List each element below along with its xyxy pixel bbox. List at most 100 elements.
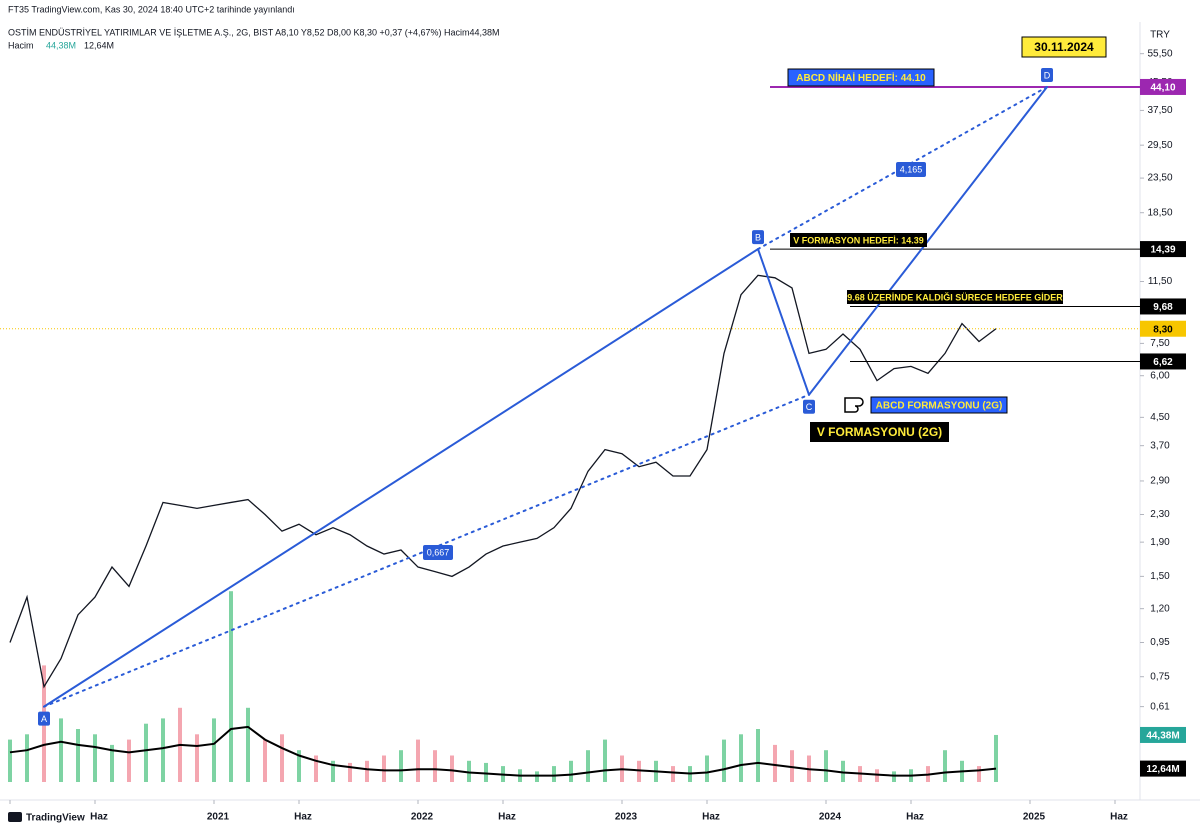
level-axis-label-box [1140, 298, 1186, 315]
volume-ma-axis-label: 12,64M [1146, 764, 1179, 775]
y-tick-label: 1,90 [1150, 537, 1170, 548]
x-tick-label: 20 [8, 812, 20, 823]
pattern-point-box [1041, 67, 1053, 82]
y-tick-label: 37,50 [1147, 105, 1172, 116]
y-tick-label: 23,50 [1147, 173, 1172, 184]
volume-bar [484, 762, 488, 782]
annotation-text: 30.11.2024 [1034, 40, 1094, 54]
volume-bar [382, 755, 386, 782]
volume-bar [246, 707, 250, 782]
volume-bar [195, 734, 199, 782]
last-price-label-box [1140, 320, 1186, 337]
annotation-box [790, 233, 927, 247]
annotation-text: V FORMASYONU (2G) [817, 425, 942, 439]
volume-bar [943, 750, 947, 782]
level-axis-label-box [1140, 241, 1186, 258]
volume-bar [212, 718, 216, 782]
volume-bar [297, 750, 301, 782]
volume-bar [773, 744, 777, 782]
y-tick-label: 0,75 [1150, 671, 1170, 682]
y-tick-label: 7,50 [1150, 338, 1170, 349]
y-tick-label: 3,70 [1150, 440, 1170, 451]
volume-bar [790, 750, 794, 782]
volume-bar [722, 739, 726, 782]
annotation-box [810, 422, 949, 442]
volume-bar [739, 734, 743, 782]
volume-bar [552, 766, 556, 782]
volume-bar [535, 771, 539, 782]
volume-bar [671, 766, 675, 782]
y-tick-label: 11,50 [1148, 276, 1173, 287]
volume-ma-axis-label-box [1140, 760, 1186, 777]
volume-bar [416, 739, 420, 782]
volume-axis-label: 44,38M [1146, 731, 1179, 742]
x-tick-label: 2022 [411, 812, 434, 823]
level-axis-label: 6,62 [1153, 357, 1173, 368]
x-tick-label: 2023 [615, 812, 638, 823]
y-tick-label: 2,30 [1150, 509, 1170, 520]
x-tick-label: 2024 [819, 812, 842, 823]
volume-bar [705, 755, 709, 782]
volume-bar [365, 760, 369, 782]
level-axis-label-box [1140, 353, 1186, 370]
last-price-label: 8,30 [1153, 324, 1173, 335]
published-line: FT35 TradingView.com, Kas 30, 2024 18:40… [8, 4, 295, 14]
pattern-point-label: D [1044, 70, 1051, 80]
volume-bar [314, 755, 318, 782]
annotation-box [787, 68, 935, 87]
pointer-icon [844, 397, 864, 413]
volume-bar [756, 729, 760, 782]
volume-axis-label-box [1140, 726, 1186, 743]
pattern-point-box [803, 399, 815, 414]
x-tick-label: Haz [1110, 812, 1128, 823]
y-tick-label: 18,50 [1147, 207, 1172, 218]
y-tick-label: 4,50 [1150, 412, 1170, 423]
volume-bar [586, 750, 590, 782]
annotation-text: V FORMASYON HEDEFİ: 14.39 [793, 235, 924, 245]
y-tick-label: 1,20 [1150, 603, 1170, 614]
pattern-dotted-line [757, 85, 1048, 251]
volume-bar [110, 744, 114, 782]
volume-bar [127, 739, 131, 782]
volume-bar [977, 766, 981, 782]
annotation-box [1021, 36, 1107, 58]
pattern-point-box [752, 230, 764, 245]
x-tick-label: Haz [294, 812, 312, 823]
symbol-line: OSTİM ENDÜSTRİYEL YATIRIMLAR VE İŞLETME … [8, 27, 500, 37]
volume-bar [348, 762, 352, 782]
volume-bar [161, 718, 165, 782]
x-tick-label: Haz [702, 812, 720, 823]
annotation-text: ABCD FORMASYONU (2G) [876, 401, 1003, 412]
volume-bar [994, 734, 998, 782]
x-tick-label: Haz [906, 812, 924, 823]
volume-bar [433, 750, 437, 782]
volume-bar [892, 771, 896, 782]
volume-bar [229, 591, 233, 782]
volume-bar [59, 718, 63, 782]
volume-bar [93, 734, 97, 782]
volume-bar [8, 739, 12, 782]
x-tick-label: Haz [498, 812, 516, 823]
y-tick-label: 2,90 [1150, 476, 1170, 487]
x-tick-label: 2021 [207, 812, 230, 823]
y-tick-label: 29,50 [1147, 140, 1172, 151]
brand: TradingView [26, 813, 85, 824]
volume-bar [25, 734, 29, 782]
volume-bar [603, 739, 607, 782]
volume-bar [875, 769, 879, 782]
volume-bar [76, 729, 80, 782]
volume-bar [450, 755, 454, 782]
pattern-line [757, 248, 810, 396]
pattern-point-label: C [806, 402, 813, 412]
volume-legend: Hacim [8, 40, 34, 50]
volume-bar [399, 750, 403, 782]
x-tick-label: 2025 [1023, 812, 1046, 823]
level-axis-label: 9,68 [1153, 302, 1173, 313]
pattern-line [43, 248, 759, 708]
price-line [9, 274, 997, 689]
volume-bar [824, 750, 828, 782]
level-axis-label-box [1140, 78, 1186, 95]
volume-bar [331, 760, 335, 782]
y-tick-label: 6,00 [1150, 370, 1170, 381]
